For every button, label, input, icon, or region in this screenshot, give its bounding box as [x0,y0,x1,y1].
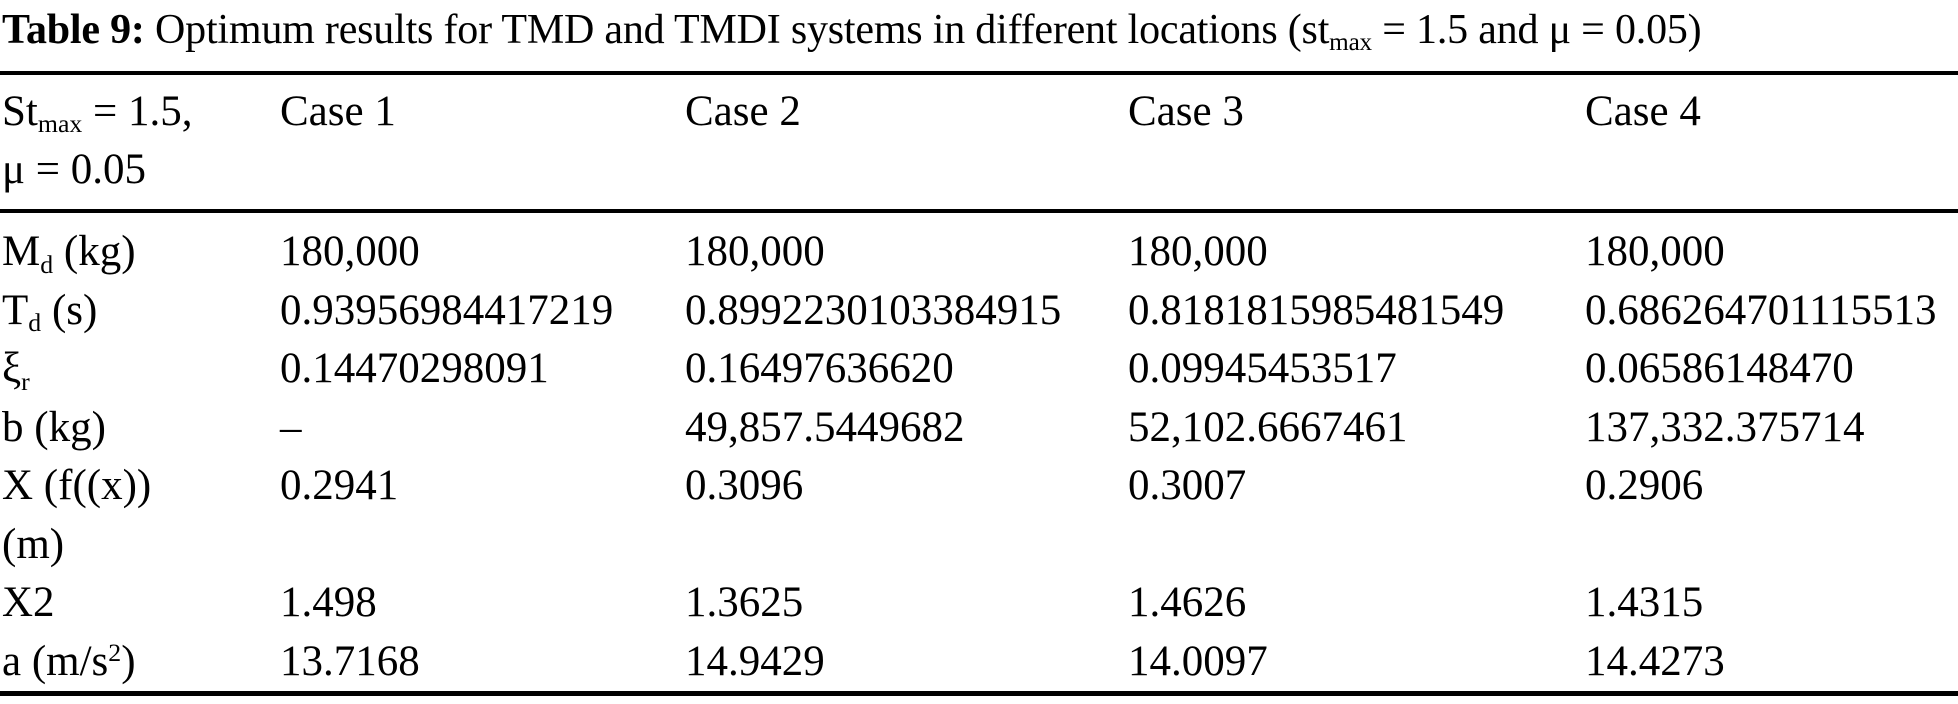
cell-a-case1: 13.7168 [280,637,420,685]
cell-b-case2: 49,857.5449682 [685,403,965,451]
table-caption-subscript: max [1329,29,1372,57]
row-label-a: a (m/s2) [2,637,136,685]
cell-td-case4: 0.686264701115513 [1585,286,1937,334]
cell-md-case4: 180,000 [1585,228,1725,276]
table-row-xi: ξr 0.14470298091 0.16497636620 0.0994545… [0,340,1958,398]
table-row-x: X (f((x)) (m) 0.2941 0.3096 0.3007 0.2906 [0,457,1958,574]
header-corner-cell: Stmax = 1.5, μ = 0.05 [0,72,280,214]
results-table: Stmax = 1.5, μ = 0.05 Case 1 Case 2 Case … [0,70,1958,697]
column-header-case2: Case 2 [685,72,1128,214]
table-row-a: a (m/s2) 13.7168 14.9429 14.0097 14.4273 [0,633,1958,694]
cell-td-case3: 0.8181815985481549 [1128,286,1505,334]
cell-x2-case1: 1.498 [280,579,377,627]
cell-xi-case1: 0.14470298091 [280,345,549,393]
cell-a-case4: 14.4273 [1585,637,1725,685]
table-row-x2: X2 1.498 1.3625 1.4626 1.4315 [0,574,1958,632]
cell-x-case4: 0.2906 [1585,462,1704,510]
cell-md-case2: 180,000 [685,228,825,276]
cell-td-case2: 0.8992230103384915 [685,286,1062,334]
column-header-case3: Case 3 [1128,72,1585,214]
cell-b-case1: – [280,403,302,451]
corner-text: St [2,87,38,135]
cell-x2-case3: 1.4626 [1128,579,1247,627]
cell-xi-case2: 0.16497636620 [685,345,954,393]
table-caption-text: Optimum results for TMD and TMDI systems… [144,7,1330,53]
table-body: Md (kg) 180,000 180,000 180,000 180,000 … [0,211,1958,693]
row-label-x2: X2 [2,579,55,627]
corner-subscript: max [37,108,83,138]
table-caption-number: Table 9: [2,7,145,53]
cell-b-case3: 52,102.6667461 [1128,403,1408,451]
table-header: Stmax = 1.5, μ = 0.05 Case 1 Case 2 Case … [0,72,1958,214]
cell-xi-case4: 0.06586148470 [1585,345,1854,393]
cell-a-case2: 14.9429 [685,637,825,685]
cell-a-case3: 14.0097 [1128,637,1268,685]
row-label-b: b (kg) [2,403,106,451]
table-caption: Table 9: Optimum results for TMD and TMD… [0,0,1958,57]
column-header-case1: Case 1 [280,72,685,214]
cell-x-case2: 0.3096 [685,462,804,510]
cell-xi-case3: 0.09945453517 [1128,345,1397,393]
column-header-case4: Case 4 [1585,72,1958,214]
row-label-td: Td (s) [2,286,98,338]
row-label-x: X (f((x)) (m) [2,462,152,568]
cell-md-case1: 180,000 [280,228,420,276]
cell-b-case4: 137,332.375714 [1585,403,1865,451]
table-row-md: Md (kg) 180,000 180,000 180,000 180,000 [0,211,1958,281]
row-label-xi: ξr [2,345,30,396]
corner-text-line2: μ = 0.05 [2,145,147,193]
cell-x2-case2: 1.3625 [685,579,804,627]
table-caption-tail: = 1.5 and μ = 0.05) [1371,7,1702,53]
header-row: Stmax = 1.5, μ = 0.05 Case 1 Case 2 Case … [0,72,1958,214]
corner-text-mid: = 1.5, [82,87,193,135]
table-row-td: Td (s) 0.93956984417219 0.89922301033849… [0,282,1958,340]
cell-x-case1: 0.2941 [280,462,399,510]
cell-x2-case4: 1.4315 [1585,579,1704,627]
cell-x-case3: 0.3007 [1128,462,1247,510]
cell-md-case3: 180,000 [1128,228,1268,276]
cell-td-case1: 0.93956984417219 [280,286,614,334]
table-row-b: b (kg) – 49,857.5449682 52,102.6667461 1… [0,399,1958,457]
row-label-md: Md (kg) [2,228,136,279]
